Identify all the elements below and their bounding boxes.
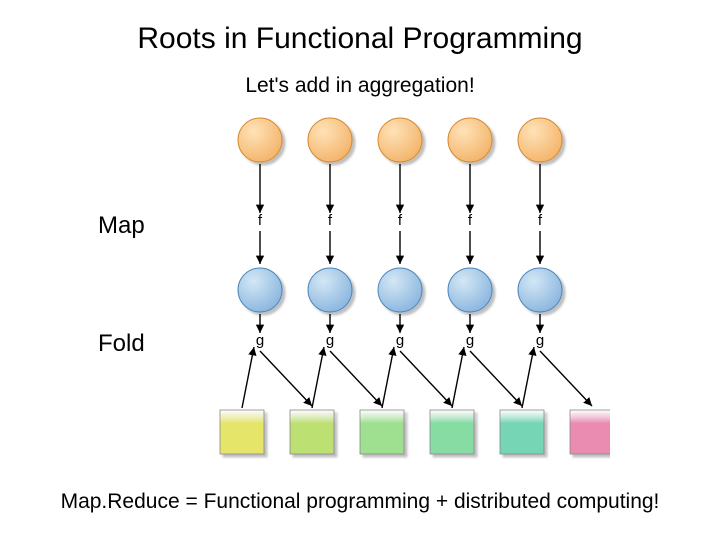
svg-text:f: f [328, 212, 333, 229]
svg-text:f: f [258, 212, 263, 229]
mapreduce-diagram: f f f f f g g g g g [180, 110, 610, 470]
svg-text:g: g [536, 332, 544, 349]
fold-label: Fold [98, 330, 145, 358]
slide-footer: Map.Reduce = Functional programming + di… [0, 490, 720, 514]
svg-text:g: g [256, 332, 264, 349]
svg-text:g: g [466, 332, 474, 349]
map-label: Map [98, 212, 145, 240]
svg-text:f: f [538, 212, 543, 229]
svg-text:f: f [468, 212, 473, 229]
slide-subtitle: Let's add in aggregation! [0, 74, 720, 98]
svg-text:g: g [396, 332, 404, 349]
slide-title: Roots in Functional Programming [0, 22, 720, 56]
svg-text:f: f [398, 212, 403, 229]
svg-text:g: g [326, 332, 334, 349]
